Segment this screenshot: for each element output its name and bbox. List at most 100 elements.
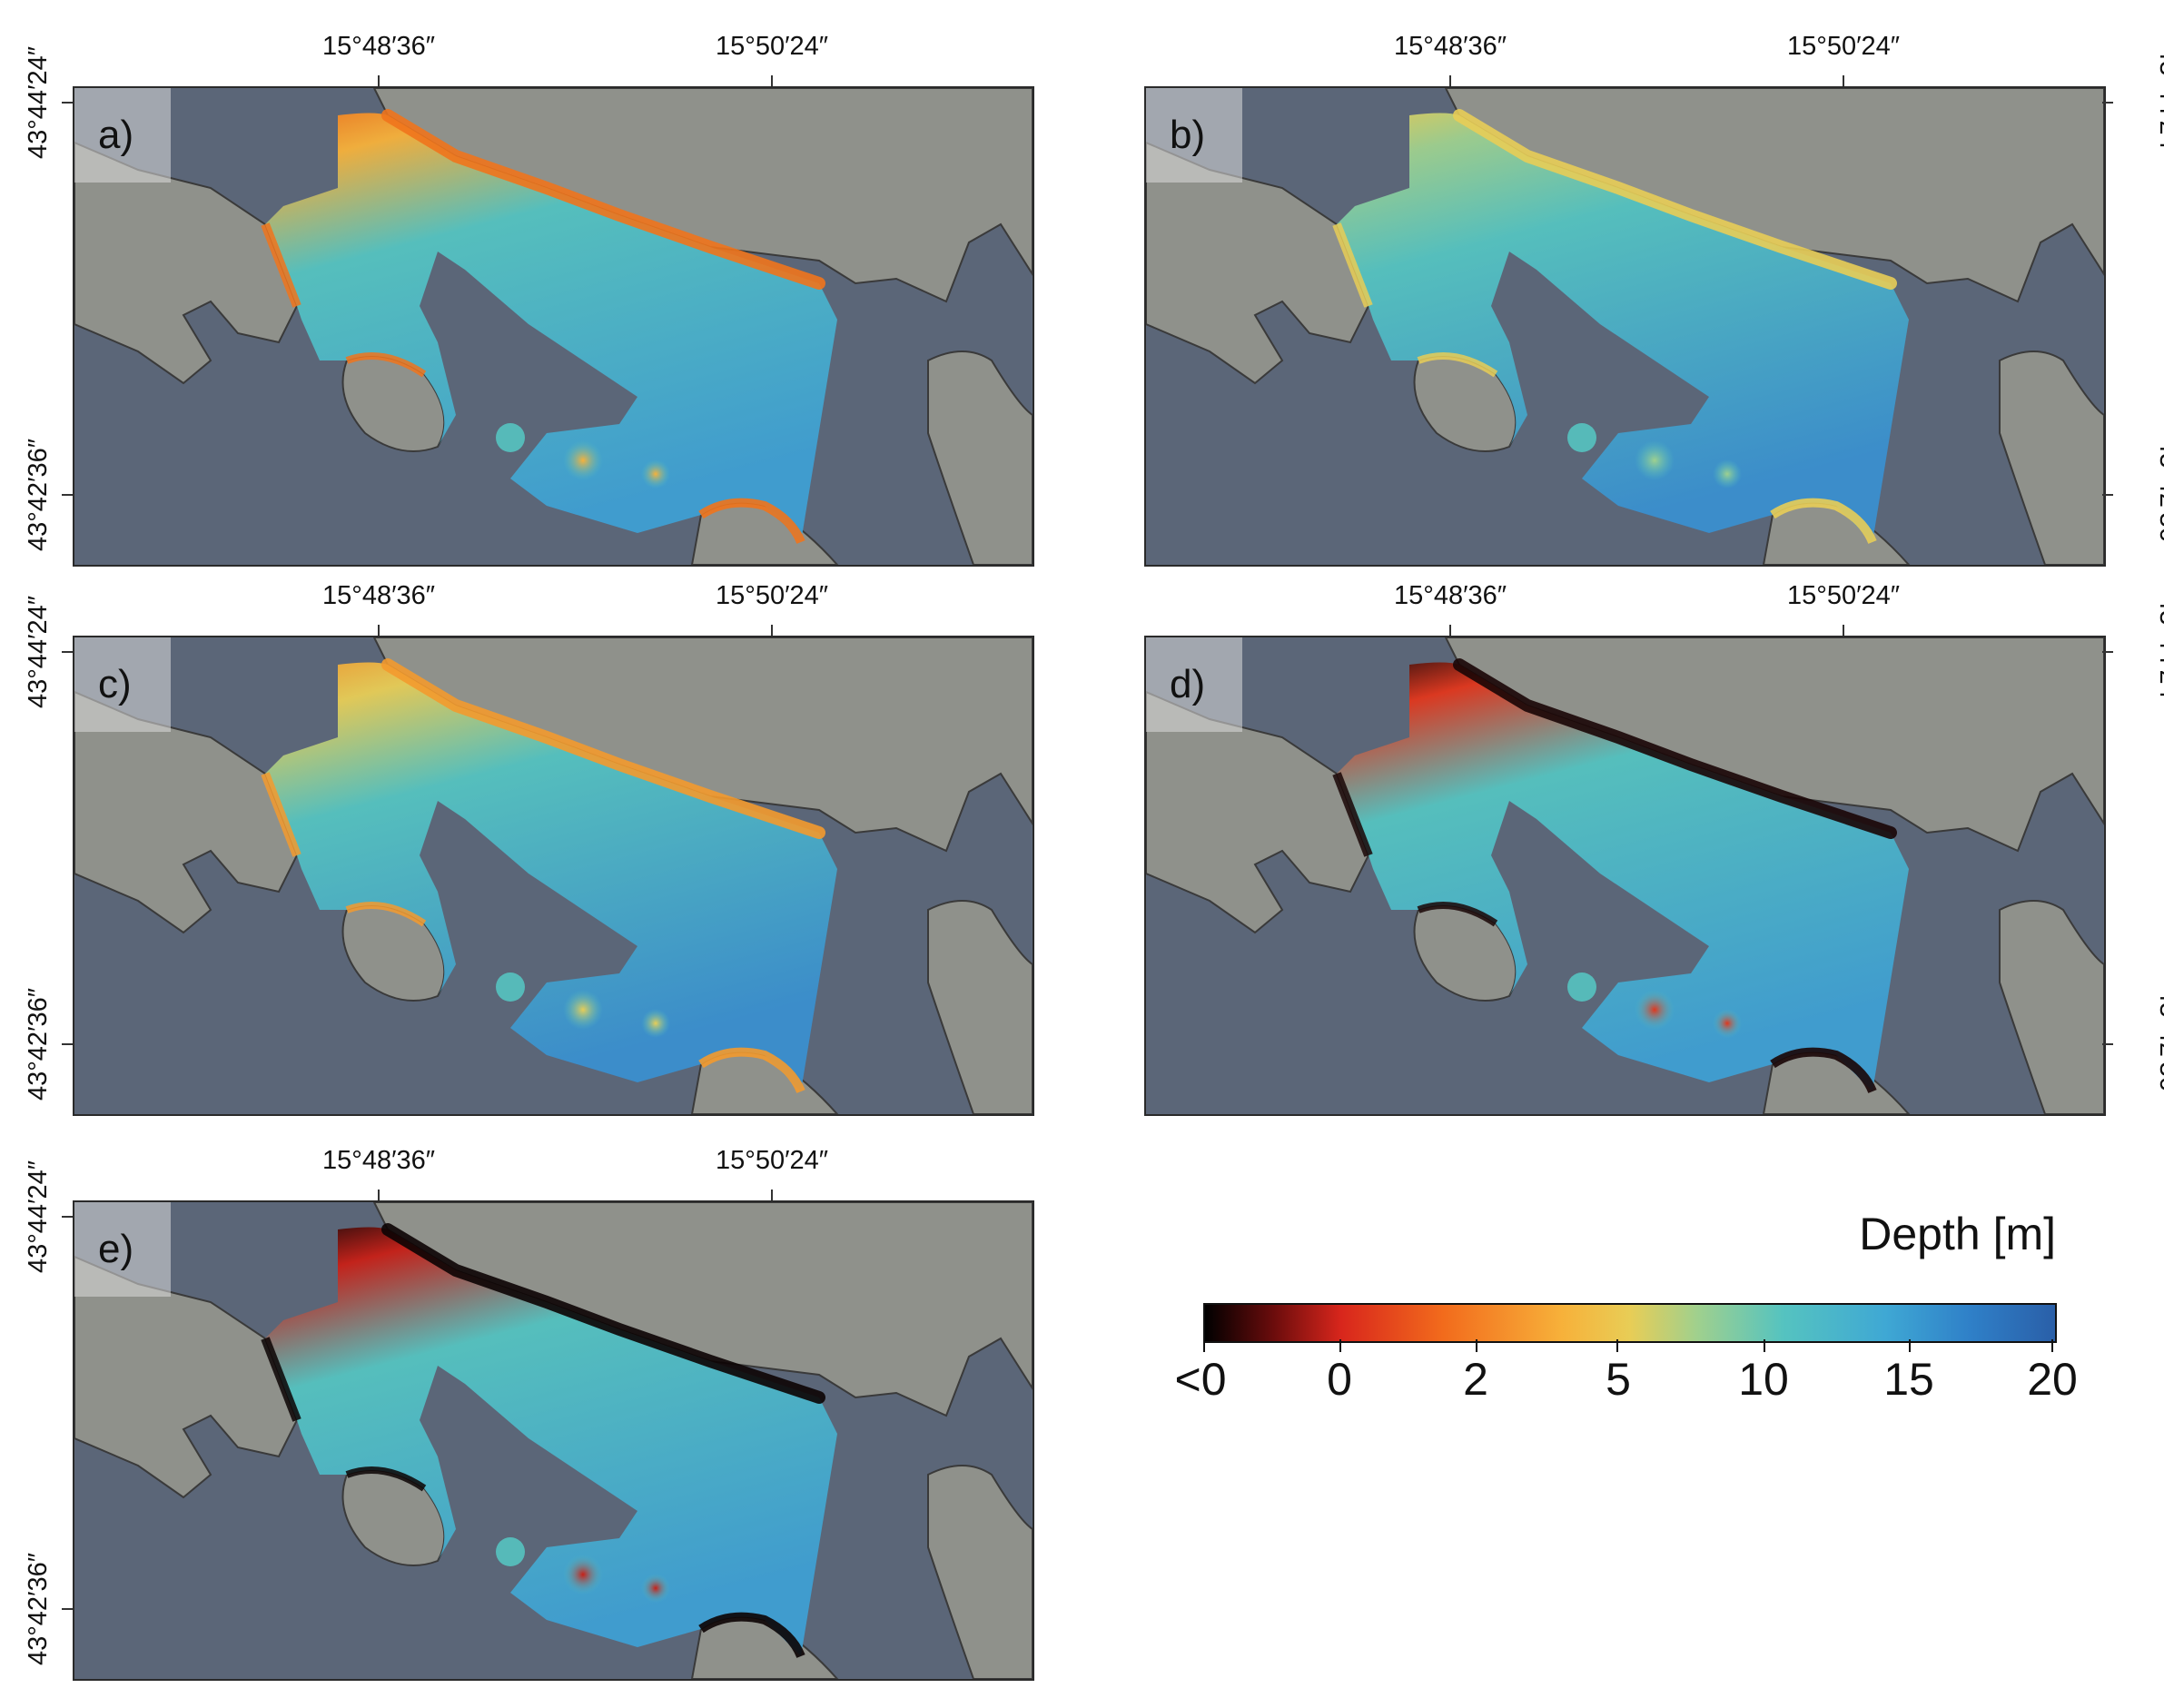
west-peninsula xyxy=(1146,141,1370,385)
map-panel-d: d) 15°48′36″ 15°50′24″ 43°44′24″ 43°42′36″ xyxy=(1144,581,2164,1116)
legend-tick xyxy=(1909,1339,1911,1352)
depth-colorbar xyxy=(1203,1303,2057,1343)
lon-tick xyxy=(1449,625,1451,636)
lat-label: 43°44′24″ xyxy=(24,595,53,709)
bathymetry-coverage xyxy=(265,113,837,542)
lat-tick xyxy=(62,1608,73,1610)
east-islands xyxy=(927,900,1033,1114)
panel-label: a) xyxy=(74,88,171,183)
lon-tick xyxy=(378,1190,380,1200)
legend-tick-label: 5 xyxy=(1606,1354,1631,1405)
shallow-spot xyxy=(1567,972,1596,1002)
lon-label: 15°48′36″ xyxy=(1393,32,1507,61)
shallow-coast-band xyxy=(1332,222,1373,308)
east-islands xyxy=(1999,900,2104,1114)
panel-label: d) xyxy=(1146,637,1242,732)
bathymetry-map-svg xyxy=(1146,88,2104,565)
bathymetry-map-svg xyxy=(74,1202,1033,1679)
legend-tick xyxy=(1476,1339,1477,1352)
satellite-map: c) xyxy=(73,636,1034,1116)
panel-label: b) xyxy=(1146,88,1242,183)
lon-label: 15°48′36″ xyxy=(1393,581,1507,610)
lat-tick xyxy=(62,651,73,653)
shallow-coast-band xyxy=(698,1047,805,1094)
panel-label: e) xyxy=(74,1202,171,1297)
east-islands xyxy=(927,1465,1033,1679)
shallow-coast-band xyxy=(1453,109,1897,290)
shallow-coast-band xyxy=(1770,498,1877,545)
bathymetry-map-svg xyxy=(74,88,1033,565)
shallow-spot xyxy=(641,1009,670,1038)
lon-label: 15°50′24″ xyxy=(715,581,829,610)
bathymetry-coverage xyxy=(265,662,837,1091)
legend-tick xyxy=(1764,1339,1765,1352)
west-peninsula xyxy=(1146,690,1370,934)
lon-label: 15°48′36″ xyxy=(321,581,436,610)
east-islands xyxy=(927,350,1033,565)
shallow-coast-band xyxy=(261,222,301,308)
bathymetry-map-svg xyxy=(74,637,1033,1114)
shallow-spot xyxy=(1713,1009,1742,1038)
lat-tick xyxy=(2102,1043,2113,1045)
lat-label: 43°42′36″ xyxy=(24,438,53,552)
lat-label: 43°42′36″ xyxy=(2154,987,2164,1101)
shallow-spot xyxy=(496,1537,525,1566)
legend-tick xyxy=(1339,1339,1341,1352)
lat-label: 43°42′36″ xyxy=(2154,438,2164,552)
legend-tick-label: 10 xyxy=(1738,1354,1789,1405)
lat-label: 43°42′36″ xyxy=(24,1552,53,1666)
map-panel-e: e) 15°48′36″ 15°50′24″ 43°44′24″ 43°42′36″ xyxy=(24,1146,1034,1681)
shallow-coast-band xyxy=(261,772,301,857)
depth-legend: Depth [m] <0 0 2 5 10 15 20 xyxy=(1174,1208,2077,1405)
lat-label: 43°44′24″ xyxy=(24,45,53,160)
shallow-coast-band xyxy=(345,902,427,927)
shallow-spot xyxy=(1635,440,1675,480)
satellite-map: a) xyxy=(73,86,1034,567)
legend-tick-label: <0 xyxy=(1174,1354,1227,1405)
shallow-spot xyxy=(641,1574,670,1603)
satellite-map: e) xyxy=(73,1200,1034,1681)
lon-label: 15°48′36″ xyxy=(321,1146,436,1175)
map-panel-b: b) 15°48′36″ 15°50′24″ 43°44′24″ 43°42′36″ xyxy=(1144,32,2164,567)
satellite-map: d) xyxy=(1144,636,2106,1116)
bathymetry-coverage xyxy=(1337,113,1909,542)
shallow-coast-band xyxy=(381,1223,825,1404)
map-panel-c: c) 15°48′36″ 15°50′24″ 43°44′24″ 43°42′36″ xyxy=(24,581,1034,1116)
legend-tick-label: 20 xyxy=(2027,1354,2078,1405)
map-panel-a: a) 15°48′36″ 15°50′24″ 43°44′24″ 43°42′36″ xyxy=(24,32,1034,567)
legend-tick xyxy=(1203,1339,1205,1352)
shallow-coast-band xyxy=(698,1612,805,1659)
shallow-spot xyxy=(1713,459,1742,489)
shallow-coast-band xyxy=(1770,1047,1877,1094)
shallow-spot xyxy=(641,459,670,489)
legend-tick xyxy=(2051,1339,2053,1352)
legend-tick-label: 0 xyxy=(1327,1354,1352,1405)
lat-tick xyxy=(2102,102,2113,104)
east-islands xyxy=(1999,350,2104,565)
lon-label: 15°48′36″ xyxy=(321,32,436,61)
lon-tick xyxy=(378,75,380,86)
shallow-spot xyxy=(563,1555,603,1594)
shallow-coast-band xyxy=(1417,352,1498,378)
lon-tick xyxy=(1843,625,1844,636)
shallow-coast-band xyxy=(698,498,805,545)
shallow-coast-band xyxy=(1417,902,1498,927)
shallow-coast-band xyxy=(1453,658,1897,839)
legend-title: Depth [m] xyxy=(1859,1209,2056,1259)
lat-label: 43°44′24″ xyxy=(2154,595,2164,709)
lon-label: 15°50′24″ xyxy=(715,32,829,61)
shallow-spot xyxy=(1635,990,1675,1030)
lon-tick xyxy=(771,75,773,86)
satellite-map: b) xyxy=(1144,86,2106,567)
shallow-spot xyxy=(563,440,603,480)
lat-tick xyxy=(62,1043,73,1045)
lat-tick xyxy=(62,494,73,496)
lon-label: 15°50′24″ xyxy=(715,1146,829,1175)
lat-label: 43°44′24″ xyxy=(2154,45,2164,160)
bathymetry-coverage xyxy=(265,1227,837,1656)
lon-label: 15°50′24″ xyxy=(1786,581,1901,610)
lat-label: 43°42′36″ xyxy=(24,987,53,1101)
shallow-coast-band xyxy=(381,658,825,839)
lat-label: 43°44′24″ xyxy=(24,1160,53,1274)
bathymetry-coverage xyxy=(1337,662,1909,1091)
